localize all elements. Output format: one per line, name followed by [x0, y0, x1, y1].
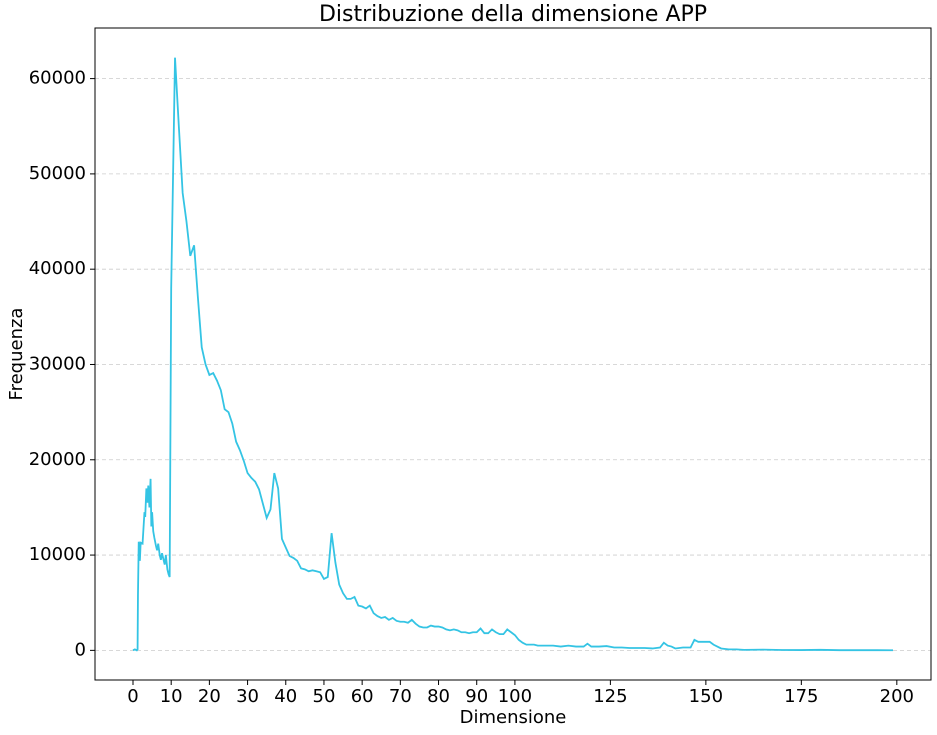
x-tick-label: 30	[236, 686, 259, 707]
x-tick-label: 60	[351, 686, 374, 707]
plot-frame	[94, 27, 932, 681]
x-tick-label: 80	[427, 686, 450, 707]
x-tick-label: 10	[160, 686, 183, 707]
y-tick-label: 20000	[29, 449, 86, 470]
x-tick-label: 90	[465, 686, 488, 707]
data-line	[132, 57, 894, 652]
y-tick-label: 50000	[29, 163, 86, 184]
y-tick-label: 40000	[29, 258, 86, 279]
y-tick-label: 10000	[29, 544, 86, 565]
x-tick-label: 0	[127, 686, 138, 707]
chart-title: Distribuzione della dimensione APP	[319, 2, 707, 27]
x-tick-label: 125	[593, 686, 627, 707]
y-tick-label: 60000	[29, 68, 86, 89]
y-tick-label: 0	[75, 639, 86, 660]
y-axis-label: Frequenza	[6, 308, 27, 401]
x-tick-label: 150	[689, 686, 723, 707]
x-tick-label: 50	[313, 686, 336, 707]
x-tick-label: 70	[389, 686, 412, 707]
x-tick-label: 100	[498, 686, 532, 707]
x-tick-label: 40	[274, 686, 297, 707]
y-tick-label: 30000	[29, 353, 86, 374]
x-tick-label: 20	[198, 686, 221, 707]
x-axis-label: Dimensione	[460, 707, 567, 728]
x-tick-label: 200	[880, 686, 914, 707]
x-tick-label: 175	[784, 686, 818, 707]
